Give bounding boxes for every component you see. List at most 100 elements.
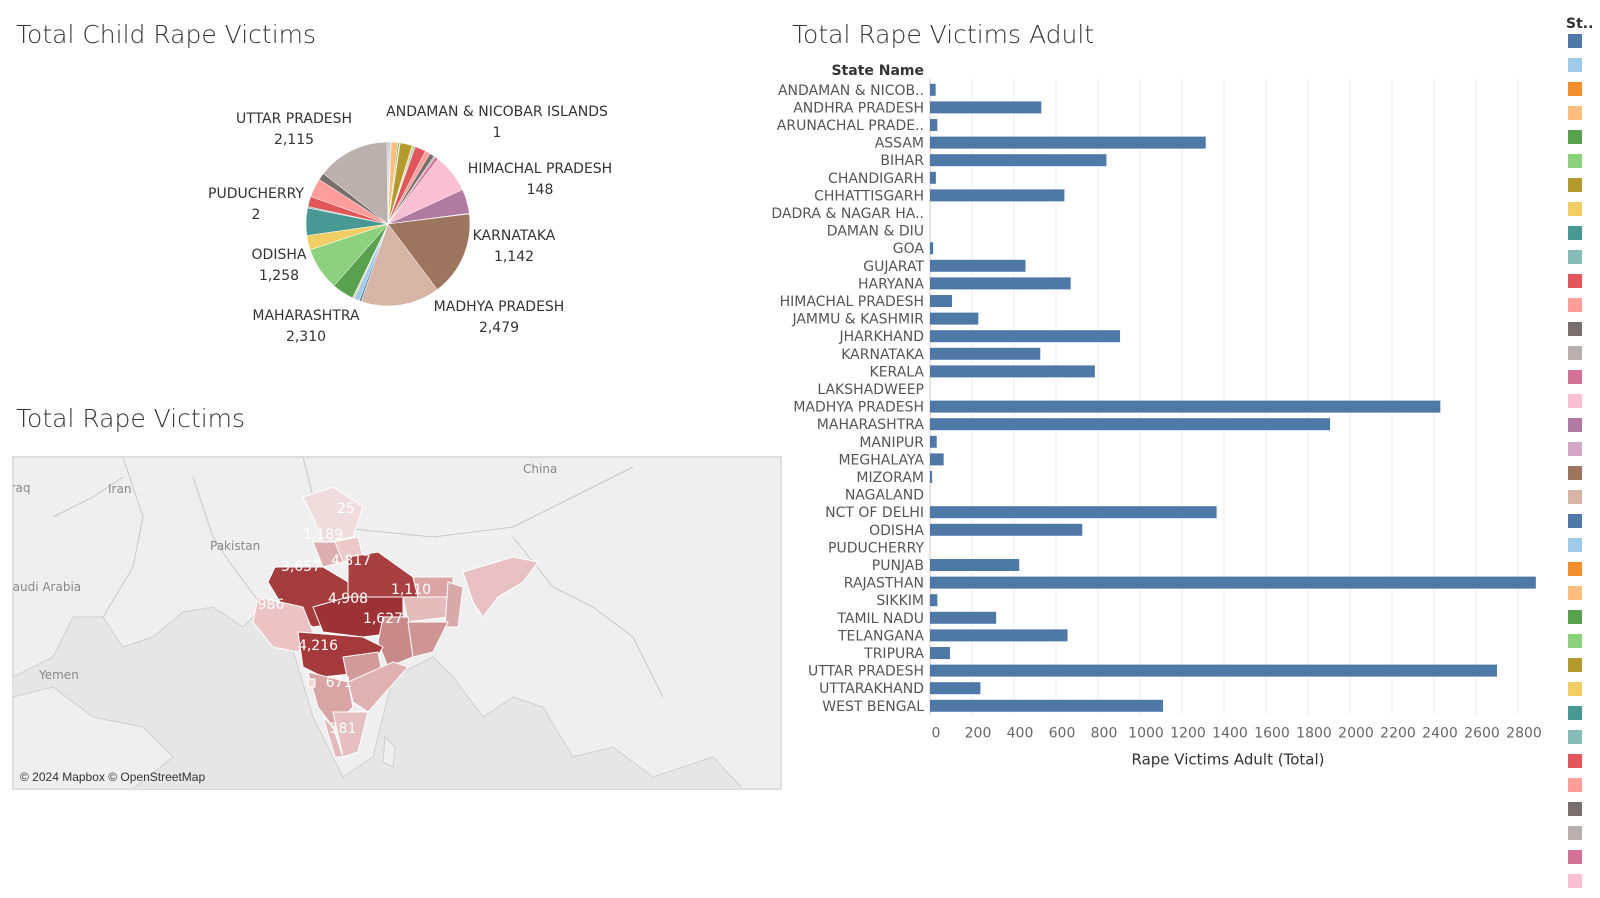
legend-swatch[interactable] xyxy=(1568,706,1582,720)
bar[interactable] xyxy=(930,101,1041,113)
map-value-label: 1,627 xyxy=(363,611,403,627)
bar[interactable] xyxy=(930,418,1330,430)
category-label: DADRA & NAGAR HA.. xyxy=(771,206,924,222)
legend-swatch[interactable] xyxy=(1568,442,1582,456)
pie-value-label: 148 xyxy=(527,182,554,198)
category-label: HIMACHAL PRADESH xyxy=(780,294,924,310)
pie-label: KARNATAKA xyxy=(473,228,556,244)
category-label: TRIPURA xyxy=(863,646,924,662)
legend-swatch[interactable] xyxy=(1568,730,1582,744)
bar[interactable] xyxy=(930,453,944,465)
legend-swatch[interactable] xyxy=(1568,106,1582,120)
category-label: WEST BENGAL xyxy=(822,699,924,715)
category-label: ANDHRA PRADESH xyxy=(793,100,924,116)
legend-swatch[interactable] xyxy=(1568,538,1582,552)
legend-swatch[interactable] xyxy=(1568,850,1582,864)
map-attribution[interactable]: © 2024 Mapbox © OpenStreetMap xyxy=(20,770,205,784)
legend-swatch[interactable] xyxy=(1568,34,1582,48)
bar[interactable] xyxy=(930,471,932,483)
legend-swatch[interactable] xyxy=(1568,394,1582,408)
legend-swatch[interactable] xyxy=(1568,682,1582,696)
legend-swatch[interactable] xyxy=(1568,418,1582,432)
bar[interactable] xyxy=(930,154,1106,166)
legend-swatch[interactable] xyxy=(1568,610,1582,624)
bar[interactable] xyxy=(930,260,1026,272)
bar[interactable] xyxy=(930,577,1536,589)
pie-label: PUDUCHERRY xyxy=(208,186,304,202)
legend-swatch[interactable] xyxy=(1568,322,1582,336)
x-tick-label: 1200 xyxy=(1170,726,1206,742)
category-label: CHHATTISGARH xyxy=(814,188,924,204)
bar[interactable] xyxy=(930,629,1068,641)
legend-swatch[interactable] xyxy=(1568,250,1582,264)
category-label: GUJARAT xyxy=(863,259,924,275)
pie-value-label: 2 xyxy=(252,207,261,223)
map-place-label: Iran xyxy=(108,482,131,496)
legend-swatch[interactable] xyxy=(1568,346,1582,360)
legend-swatch[interactable] xyxy=(1568,658,1582,672)
bar[interactable] xyxy=(930,119,937,131)
bar[interactable] xyxy=(930,172,936,184)
bar[interactable] xyxy=(930,524,1082,536)
category-label: MAHARASHTRA xyxy=(817,417,925,433)
category-label: ARUNACHAL PRADE.. xyxy=(777,118,924,134)
x-tick-label: 2600 xyxy=(1464,726,1500,742)
legend-swatch[interactable] xyxy=(1568,466,1582,480)
bar[interactable] xyxy=(930,559,1019,571)
bar[interactable] xyxy=(930,365,1095,377)
bar[interactable] xyxy=(930,189,1064,201)
legend-swatch[interactable] xyxy=(1568,826,1582,840)
legend-swatch[interactable] xyxy=(1568,586,1582,600)
category-label: TAMIL NADU xyxy=(836,611,924,627)
bar[interactable] xyxy=(930,330,1120,342)
legend-swatch[interactable] xyxy=(1568,802,1582,816)
legend-swatch[interactable] xyxy=(1568,298,1582,312)
state-goa[interactable] xyxy=(308,679,315,687)
legend-swatch[interactable] xyxy=(1568,634,1582,648)
legend-swatch[interactable] xyxy=(1568,562,1582,576)
map-value-label: 671 xyxy=(326,675,353,691)
category-label: MIZORAM xyxy=(856,470,924,486)
bar[interactable] xyxy=(930,700,1163,712)
map-place-label: Saudi Arabia xyxy=(13,580,81,594)
category-label: ODISHA xyxy=(869,523,924,539)
bar[interactable] xyxy=(930,682,980,694)
bar[interactable] xyxy=(930,313,978,325)
legend-swatch[interactable] xyxy=(1568,178,1582,192)
bar[interactable] xyxy=(930,277,1071,289)
legend-swatch[interactable] xyxy=(1568,874,1582,888)
legend-swatch[interactable] xyxy=(1568,490,1582,504)
category-label: TELANGANA xyxy=(837,628,924,644)
bar[interactable] xyxy=(930,295,952,307)
legend-swatch[interactable] xyxy=(1568,754,1582,768)
legend-swatch[interactable] xyxy=(1568,130,1582,144)
bar[interactable] xyxy=(930,647,950,659)
legend-swatch[interactable] xyxy=(1568,226,1582,240)
bar[interactable] xyxy=(930,665,1497,677)
bar[interactable] xyxy=(930,436,937,448)
bar[interactable] xyxy=(930,506,1217,518)
map-value-label: 25 xyxy=(337,501,355,517)
map-place-label: China xyxy=(523,462,557,476)
legend-swatch[interactable] xyxy=(1568,514,1582,528)
bar[interactable] xyxy=(930,84,936,96)
legend-swatch[interactable] xyxy=(1568,82,1582,96)
bar[interactable] xyxy=(930,594,937,606)
bar[interactable] xyxy=(930,137,1206,149)
bar[interactable] xyxy=(930,401,1440,413)
pie-label: ANDAMAN & NICOBAR ISLANDS xyxy=(386,104,608,120)
category-label: LAKSHADWEEP xyxy=(817,382,924,398)
legend-swatch[interactable] xyxy=(1568,58,1582,72)
category-label: PUNJAB xyxy=(872,558,924,574)
bar[interactable] xyxy=(930,348,1040,360)
legend-swatch[interactable] xyxy=(1568,778,1582,792)
legend-swatch[interactable] xyxy=(1568,154,1582,168)
bar[interactable] xyxy=(930,612,996,624)
legend-swatch[interactable] xyxy=(1568,202,1582,216)
legend-swatch[interactable] xyxy=(1568,370,1582,384)
legend-swatch[interactable] xyxy=(1568,274,1582,288)
map-value-label: 1,110 xyxy=(391,582,431,598)
bar[interactable] xyxy=(930,242,933,254)
